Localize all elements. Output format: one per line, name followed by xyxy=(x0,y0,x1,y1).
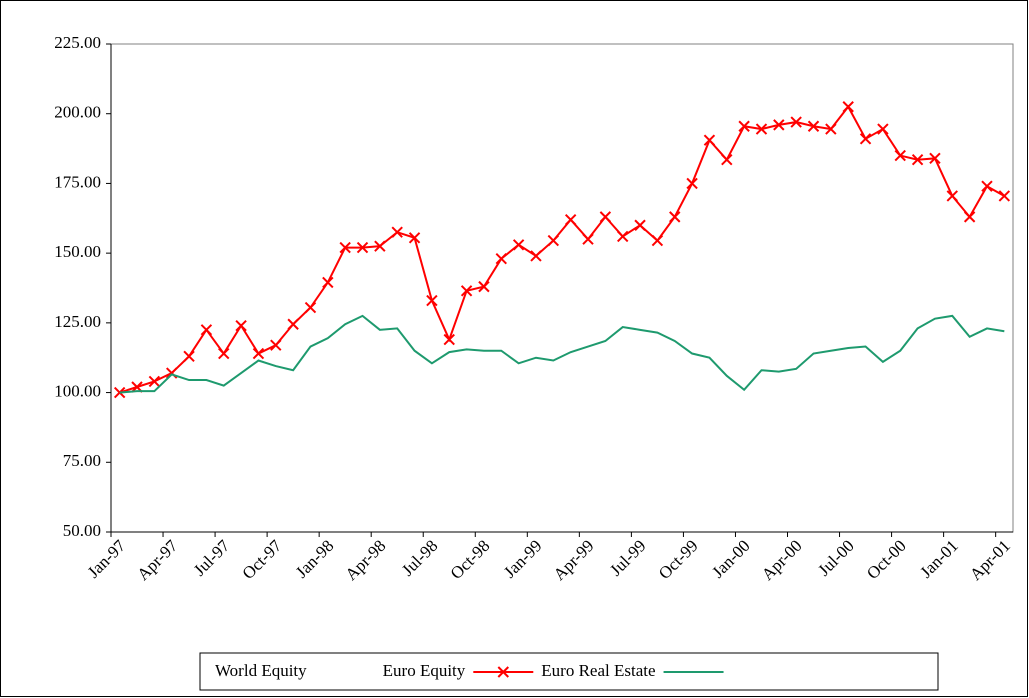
marker xyxy=(183,350,195,363)
marker xyxy=(426,294,438,307)
y-tick-label: 150.00 xyxy=(54,242,101,261)
marker xyxy=(547,234,560,247)
legend-label: World Equity xyxy=(215,661,307,680)
y-tick-label: 125.00 xyxy=(54,312,101,331)
marker xyxy=(807,120,820,132)
y-tick-label: 225.00 xyxy=(54,33,101,52)
marker xyxy=(356,241,369,254)
y-tick-label: 50.00 xyxy=(63,521,101,540)
marker xyxy=(686,177,698,190)
series-line xyxy=(119,314,1005,394)
marker xyxy=(825,123,837,135)
marker xyxy=(703,134,716,146)
marker xyxy=(634,219,646,231)
marker xyxy=(721,154,733,166)
marker xyxy=(200,324,213,336)
series-line xyxy=(119,104,1005,394)
marker xyxy=(946,190,958,202)
marker xyxy=(443,333,455,346)
y-tick-label: 200.00 xyxy=(54,103,101,122)
legend xyxy=(199,652,939,691)
legend-label: Euro Equity xyxy=(383,661,466,680)
marker xyxy=(218,347,230,360)
marker xyxy=(391,226,403,238)
y-tick-label: 175.00 xyxy=(54,172,101,191)
marker xyxy=(998,190,1011,202)
marker xyxy=(252,347,265,360)
marker xyxy=(495,253,507,265)
marker xyxy=(755,123,768,135)
marker xyxy=(911,154,924,166)
y-tick-label: 75.00 xyxy=(63,451,101,470)
marker xyxy=(790,116,802,128)
marker xyxy=(322,276,334,289)
marker xyxy=(859,133,872,145)
marker xyxy=(408,232,421,244)
marker xyxy=(877,123,889,135)
marker xyxy=(270,339,282,351)
marker xyxy=(564,213,577,226)
marker xyxy=(599,211,612,223)
marker xyxy=(512,239,525,251)
marker xyxy=(738,120,750,132)
marker xyxy=(669,211,681,223)
marker xyxy=(113,386,126,399)
marker xyxy=(981,180,993,192)
marker xyxy=(374,240,386,252)
marker xyxy=(530,250,542,262)
marker xyxy=(582,233,594,245)
marker xyxy=(287,318,299,330)
legend-marker xyxy=(497,666,510,678)
marker xyxy=(773,119,785,131)
marker xyxy=(304,301,317,314)
marker xyxy=(929,152,941,165)
marker xyxy=(963,211,976,223)
marker xyxy=(894,149,906,162)
marker xyxy=(148,375,161,388)
y-tick-label: 100.00 xyxy=(54,381,101,400)
marker xyxy=(651,234,664,247)
marker xyxy=(235,319,247,332)
plot-area xyxy=(110,43,1014,533)
legend-label: Euro Real Estate xyxy=(541,661,655,680)
marker xyxy=(842,101,854,113)
marker xyxy=(478,280,490,293)
marker xyxy=(460,285,473,297)
marker xyxy=(617,230,629,243)
marker xyxy=(339,241,351,254)
